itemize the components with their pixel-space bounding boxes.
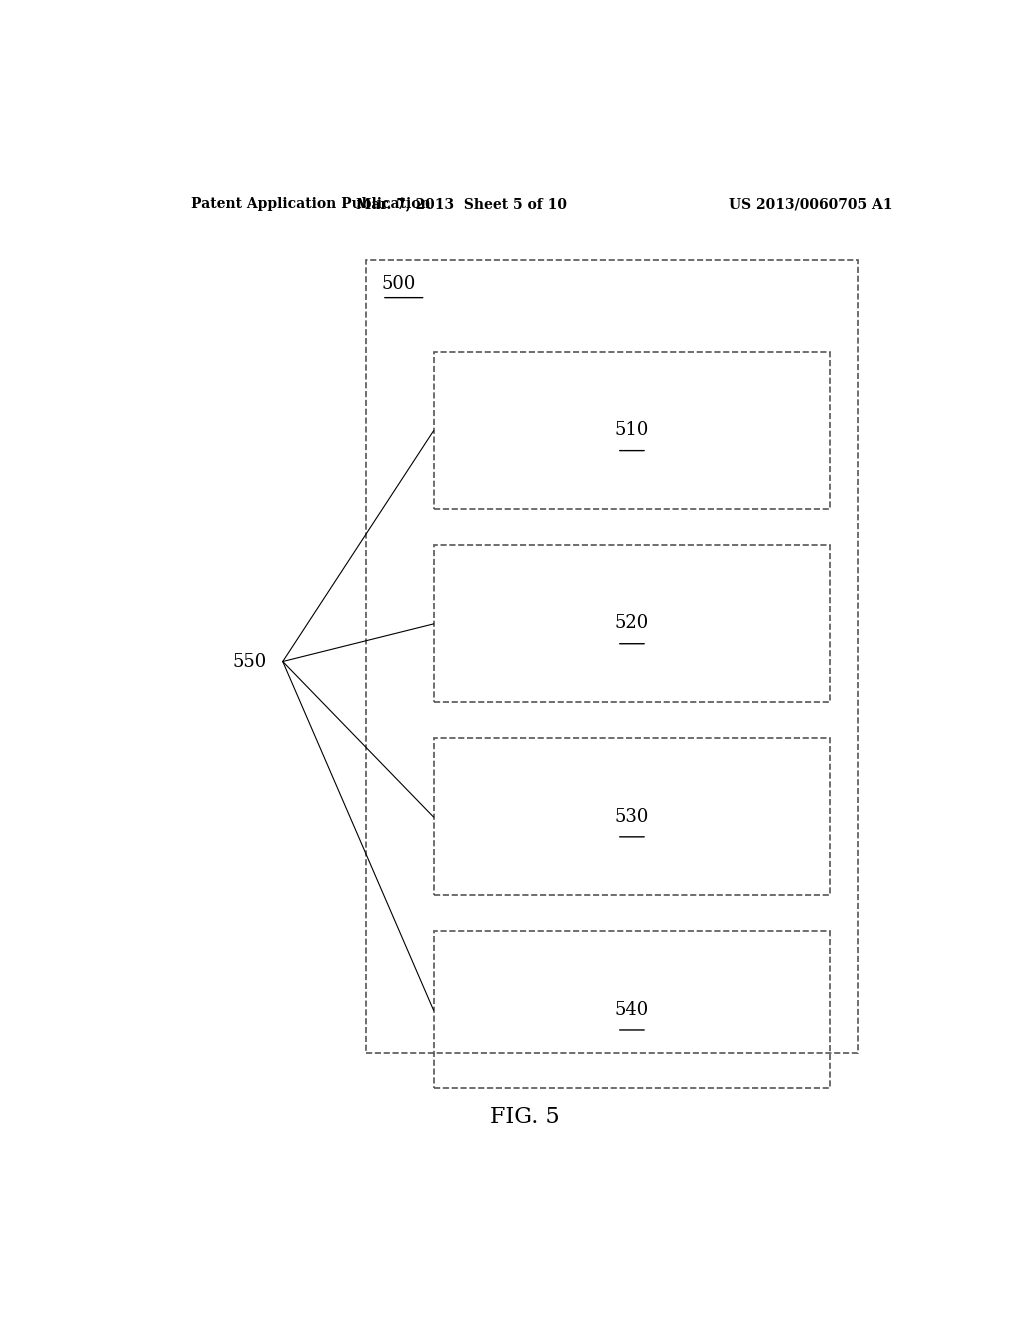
Text: 500: 500 xyxy=(382,276,417,293)
Text: 520: 520 xyxy=(614,614,649,632)
Text: 510: 510 xyxy=(614,421,649,440)
Bar xyxy=(367,260,858,1053)
Text: Patent Application Publication: Patent Application Publication xyxy=(191,197,431,211)
Bar xyxy=(433,545,830,702)
Bar xyxy=(433,931,830,1089)
Bar xyxy=(433,351,830,510)
Text: FIG. 5: FIG. 5 xyxy=(490,1106,559,1127)
Text: Mar. 7, 2013  Sheet 5 of 10: Mar. 7, 2013 Sheet 5 of 10 xyxy=(355,197,567,211)
Text: 530: 530 xyxy=(614,808,649,825)
Text: 540: 540 xyxy=(614,1001,649,1019)
Text: 550: 550 xyxy=(232,652,267,671)
Text: US 2013/0060705 A1: US 2013/0060705 A1 xyxy=(729,197,892,211)
Bar xyxy=(433,738,830,895)
